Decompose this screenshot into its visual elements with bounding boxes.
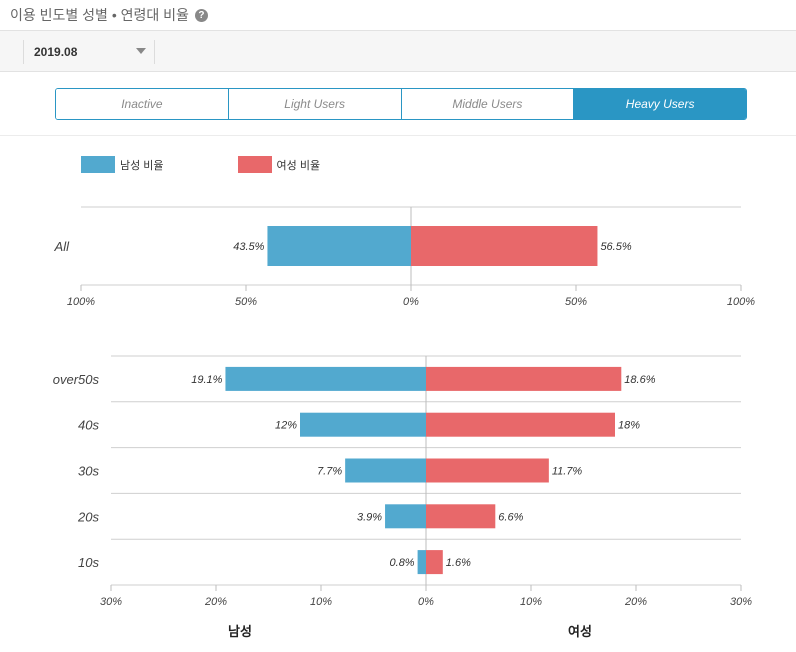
legend: 남성 비율 여성 비율 [81, 156, 320, 173]
tick-label: 10% [520, 596, 542, 608]
category-label: 10s [78, 555, 99, 570]
male-axis-label: 남성 [228, 624, 252, 639]
page-title: 이용 빈도별 성별 • 연령대 비율 [10, 7, 189, 23]
tab-light-users[interactable]: Light Users [228, 89, 402, 119]
category-label: 30s [78, 464, 99, 479]
tick-label: 50% [235, 296, 257, 308]
legend-label-female: 여성 비율 [276, 159, 321, 172]
category-label: All [54, 239, 71, 254]
tick-label: 20% [204, 596, 227, 608]
user-type-tabs: Inactive Light Users Middle Users Heavy … [55, 88, 747, 120]
filter-bar: 2019.08 [0, 30, 796, 72]
data-label-male: 3.9% [357, 511, 382, 523]
tab-heavy-users[interactable]: Heavy Users [574, 89, 746, 119]
tick-label: 10% [310, 596, 332, 608]
data-label-male: 0.8% [390, 557, 415, 569]
tick-label: 100% [727, 296, 755, 308]
tick-label: 0% [418, 596, 434, 608]
legend-item-female: 여성 비율 [237, 156, 321, 173]
chevron-down-icon [136, 48, 146, 54]
tick-label: 0% [403, 296, 419, 308]
category-label: 20s [77, 509, 99, 524]
data-label-female: 11.7% [552, 466, 583, 478]
bar-female [426, 366, 622, 391]
legend-swatch-female [237, 156, 272, 173]
data-label-female: 6.6% [498, 511, 523, 523]
tick-label: 30% [730, 596, 752, 608]
data-label-male: 12% [275, 420, 297, 432]
data-label-male: 19.1% [191, 374, 222, 386]
help-icon[interactable]: ? [194, 8, 208, 22]
bar-male [385, 504, 426, 529]
bar-male [417, 550, 426, 575]
data-label-female: 18% [618, 420, 640, 432]
bar-female [426, 458, 549, 483]
data-label-female: 1.6% [446, 557, 471, 569]
legend-label-male: 남성 비율 [120, 159, 164, 172]
bar-female [426, 412, 615, 437]
title-bar: 이용 빈도별 성별 • 연령대 비율 ? [0, 0, 796, 30]
bar-female [411, 226, 598, 266]
category-label: over50s [53, 372, 100, 387]
category-label: 40s [78, 418, 99, 433]
data-label-male: 7.7% [317, 466, 342, 478]
bar-female [426, 550, 443, 575]
tab-inactive[interactable]: Inactive [56, 89, 229, 119]
data-label-male: 43.5% [233, 241, 264, 253]
legend-swatch-male [81, 156, 115, 173]
tick-label: 100% [67, 296, 95, 308]
date-select[interactable]: 2019.08 [23, 40, 155, 64]
bar-female [426, 504, 496, 529]
bar-male [345, 458, 426, 483]
bar-male [225, 366, 426, 391]
tick-label: 50% [565, 296, 587, 308]
bar-male [267, 226, 411, 266]
tick-label: 30% [100, 596, 122, 608]
tick-label: 20% [624, 596, 647, 608]
bar-male [300, 412, 426, 437]
data-label-female: 18.6% [624, 374, 655, 386]
data-label-female: 56.5% [600, 241, 631, 253]
tab-middle-users[interactable]: Middle Users [401, 89, 575, 119]
female-axis-label: 여성 [568, 624, 592, 639]
divider [0, 135, 796, 136]
date-select-value: 2019.08 [34, 45, 78, 59]
legend-item-male: 남성 비율 [81, 156, 164, 173]
